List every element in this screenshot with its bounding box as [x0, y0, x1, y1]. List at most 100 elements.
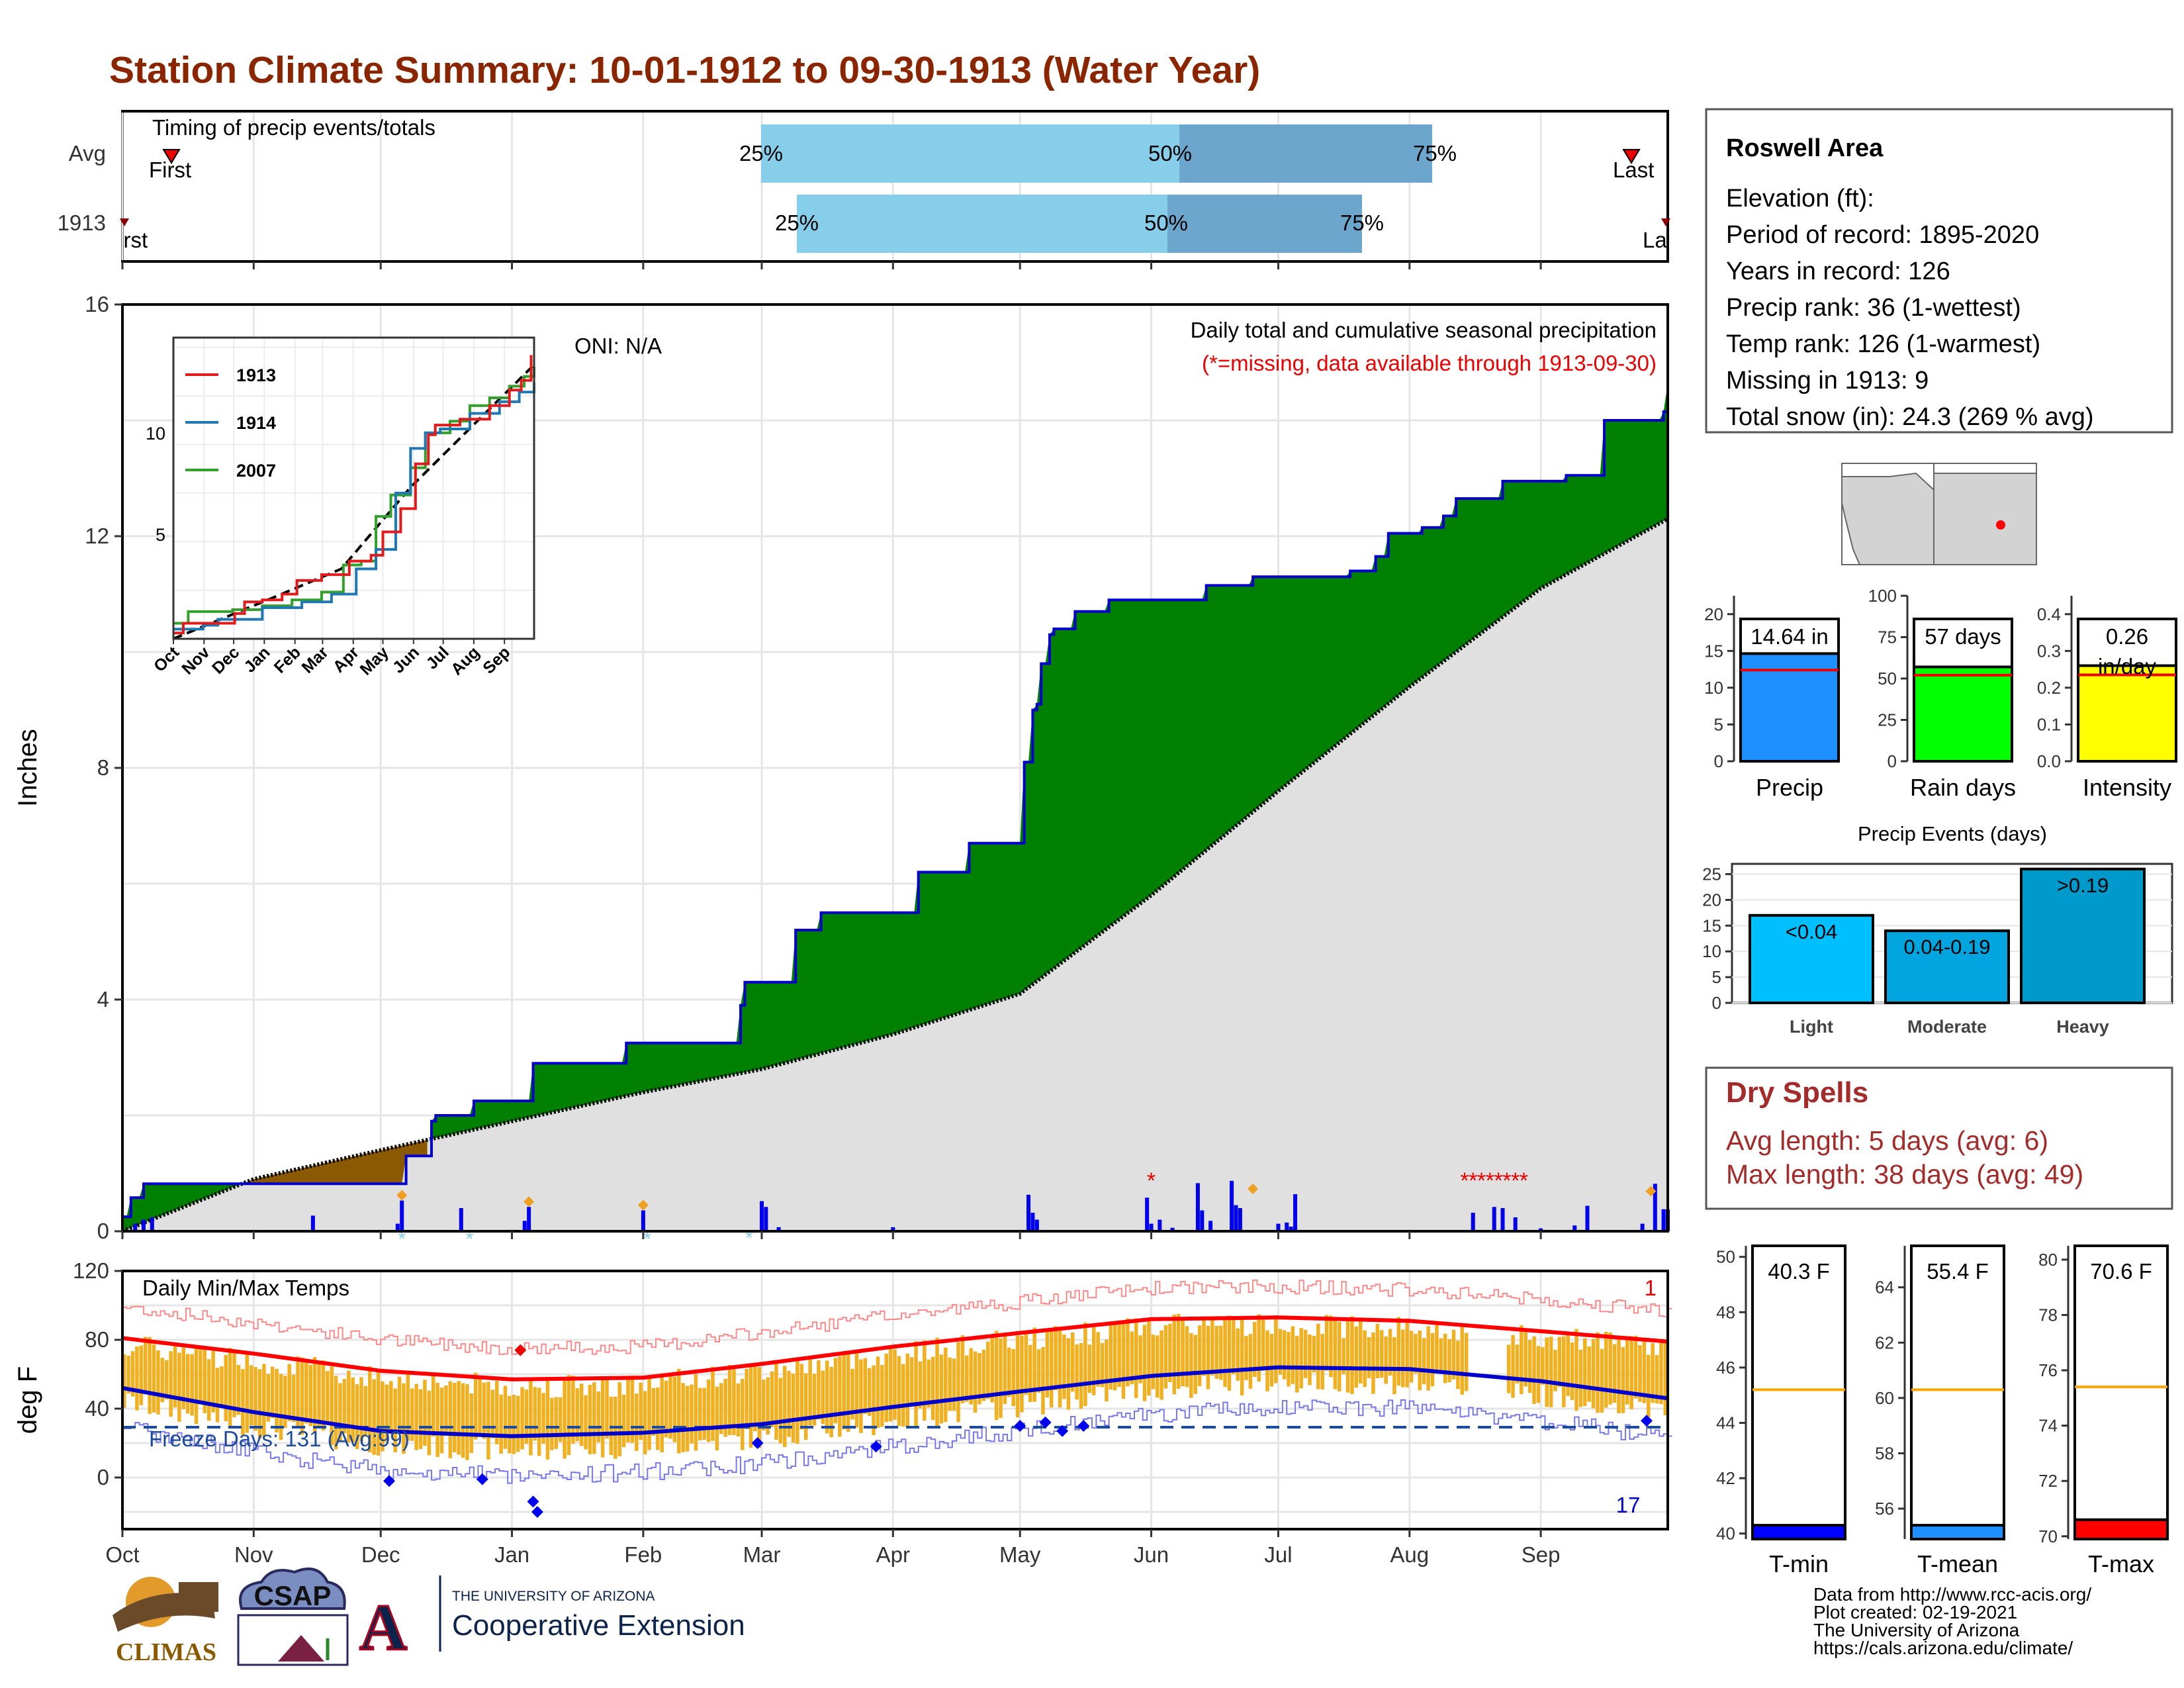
- cumulative-precip-line: [122, 383, 1669, 1219]
- daily-temp-bar: [584, 1395, 588, 1450]
- daily-temp-bar: [1147, 1318, 1151, 1396]
- record-markers: [383, 1344, 1653, 1518]
- daily-temp-bar: [1375, 1323, 1380, 1378]
- daily-temp-bar: [1244, 1336, 1248, 1380]
- daily-temp-bar: [960, 1335, 965, 1403]
- daily-temp-bar: [888, 1347, 893, 1422]
- station-line-2: Years in record: 126: [1726, 258, 1950, 285]
- precip-ytick-label: 16: [85, 292, 109, 316]
- daily-temp-bar: [439, 1387, 444, 1454]
- daily-temp-bar: [139, 1345, 144, 1405]
- daily-temp-bar: [656, 1387, 660, 1450]
- daily-temp-bar: [169, 1351, 173, 1417]
- surplus-area: [122, 383, 1668, 1231]
- daily-temp-bar: [677, 1368, 681, 1454]
- daily-temp-bar: [711, 1366, 715, 1441]
- daily-temp-bar: [698, 1387, 702, 1440]
- credit-line-1: Plot created: 02-19-2021: [1813, 1602, 2017, 1622]
- daily-precip-bar: [1149, 1223, 1154, 1231]
- daily-temp-bar: [990, 1335, 994, 1403]
- daily-precip-bar: [1230, 1180, 1234, 1231]
- daily-precip-bar: [1026, 1194, 1031, 1231]
- daily-temp-bar: [135, 1346, 139, 1411]
- daily-temp-bar: [571, 1376, 575, 1444]
- daily-temp-bar: [927, 1359, 931, 1408]
- daily-temp-bar: [312, 1357, 317, 1434]
- station-location-dot: [1996, 520, 2005, 530]
- daily-temp-bar: [825, 1360, 829, 1434]
- daily-temp-bar: [1638, 1345, 1642, 1402]
- daily-temp-bar: [1629, 1336, 1633, 1409]
- daily-temp-bar: [787, 1370, 791, 1437]
- daily-temp-bar: [1642, 1340, 1647, 1403]
- precip-ytick-label: 12: [85, 524, 109, 548]
- precip-ytick-label: 4: [97, 987, 109, 1011]
- tbar-tick-label: 80: [2038, 1250, 2058, 1270]
- month-tick-label: May: [999, 1542, 1041, 1567]
- daily-temp-bar: [1257, 1314, 1261, 1382]
- daily-temp-bar: [1113, 1323, 1117, 1391]
- daily-precip-bar: [1661, 1209, 1666, 1231]
- daily-precip-bar: [1034, 1219, 1039, 1231]
- daily-temp-bar: [741, 1379, 745, 1450]
- daily-temp-bar: [1342, 1338, 1345, 1374]
- daily-temp-bar: [965, 1355, 969, 1402]
- page-title: Station Climate Summary: 10-01-1912 to 0…: [109, 49, 1260, 91]
- daily-temp-bar: [126, 1355, 130, 1393]
- record-low-marker: [751, 1437, 764, 1449]
- events-tick-label: 0: [1712, 993, 1721, 1013]
- daily-temp-bar: [563, 1379, 567, 1459]
- daily-precip-bar: [1289, 1227, 1293, 1231]
- daily-temp-bar: [1066, 1338, 1071, 1410]
- daily-temp-bar: [381, 1381, 385, 1452]
- summary-tick-label: 25: [1878, 710, 1897, 730]
- daily-temp-bar: [1295, 1336, 1299, 1393]
- station-frame: [1705, 108, 2173, 434]
- temp-ytick-label: 0: [97, 1465, 109, 1489]
- tbar-tick-label: 56: [1875, 1499, 1894, 1519]
- daily-temp-bar: [1058, 1330, 1062, 1408]
- daily-temp-bar: [512, 1395, 516, 1454]
- daily-temp-bar: [351, 1377, 355, 1442]
- daily-temp-bar: [978, 1353, 981, 1405]
- daily-temp-bar: [452, 1382, 457, 1452]
- daily-temp-bar: [829, 1366, 833, 1438]
- daily-temp-bar: [427, 1390, 432, 1456]
- daily-precip-bar: [1492, 1207, 1496, 1231]
- timing-1913-p50: 50%: [1144, 211, 1188, 235]
- precip-ytick-label: 8: [97, 755, 109, 780]
- month-tick-label: Dec: [361, 1542, 400, 1567]
- daily-temp-bar: [609, 1396, 614, 1456]
- daily-temp-bar: [651, 1387, 656, 1436]
- summary-tick-label: 15: [1704, 641, 1723, 661]
- daily-temp-bar: [1418, 1331, 1422, 1391]
- daily-temp-bar: [1384, 1336, 1388, 1384]
- record-low-marker: [1039, 1416, 1052, 1429]
- tbar-value-bar: [1751, 1524, 1846, 1540]
- daily-temp-bar: [782, 1366, 787, 1448]
- timing-1913-first: First: [105, 228, 148, 252]
- daily-temp-bar: [567, 1375, 571, 1456]
- daily-temp-bar: [757, 1367, 762, 1448]
- month-tick-label: Jan: [494, 1542, 529, 1567]
- credit-line-3: https://cals.arizona.edu/climate/: [1813, 1638, 2073, 1658]
- daily-temp-bar: [939, 1354, 944, 1424]
- daily-temp-bar: [931, 1356, 935, 1421]
- daily-temp-bar: [981, 1350, 986, 1401]
- daily-temp-bar: [1625, 1340, 1629, 1405]
- daily-temp-bar: [817, 1360, 821, 1420]
- summary-name: Rain days: [1910, 774, 2016, 801]
- daily-temp-bar: [605, 1379, 609, 1439]
- daily-temp-bar: [1422, 1338, 1426, 1385]
- daily-temp-bar: [664, 1380, 668, 1438]
- daily-temp-bar: [1287, 1332, 1291, 1387]
- month-tick-label: Sep: [1522, 1542, 1561, 1567]
- inset-legend-2007: 2007: [236, 461, 276, 481]
- daily-temp-bar: [1274, 1315, 1278, 1383]
- daily-precip-bar: [400, 1200, 404, 1231]
- daily-precip-bar: [1285, 1222, 1289, 1231]
- daily-temp-bar: [236, 1365, 241, 1415]
- record-low-marker: [1014, 1420, 1026, 1432]
- daily-temp-bar: [529, 1379, 533, 1456]
- daily-temp-bar: [1130, 1331, 1134, 1385]
